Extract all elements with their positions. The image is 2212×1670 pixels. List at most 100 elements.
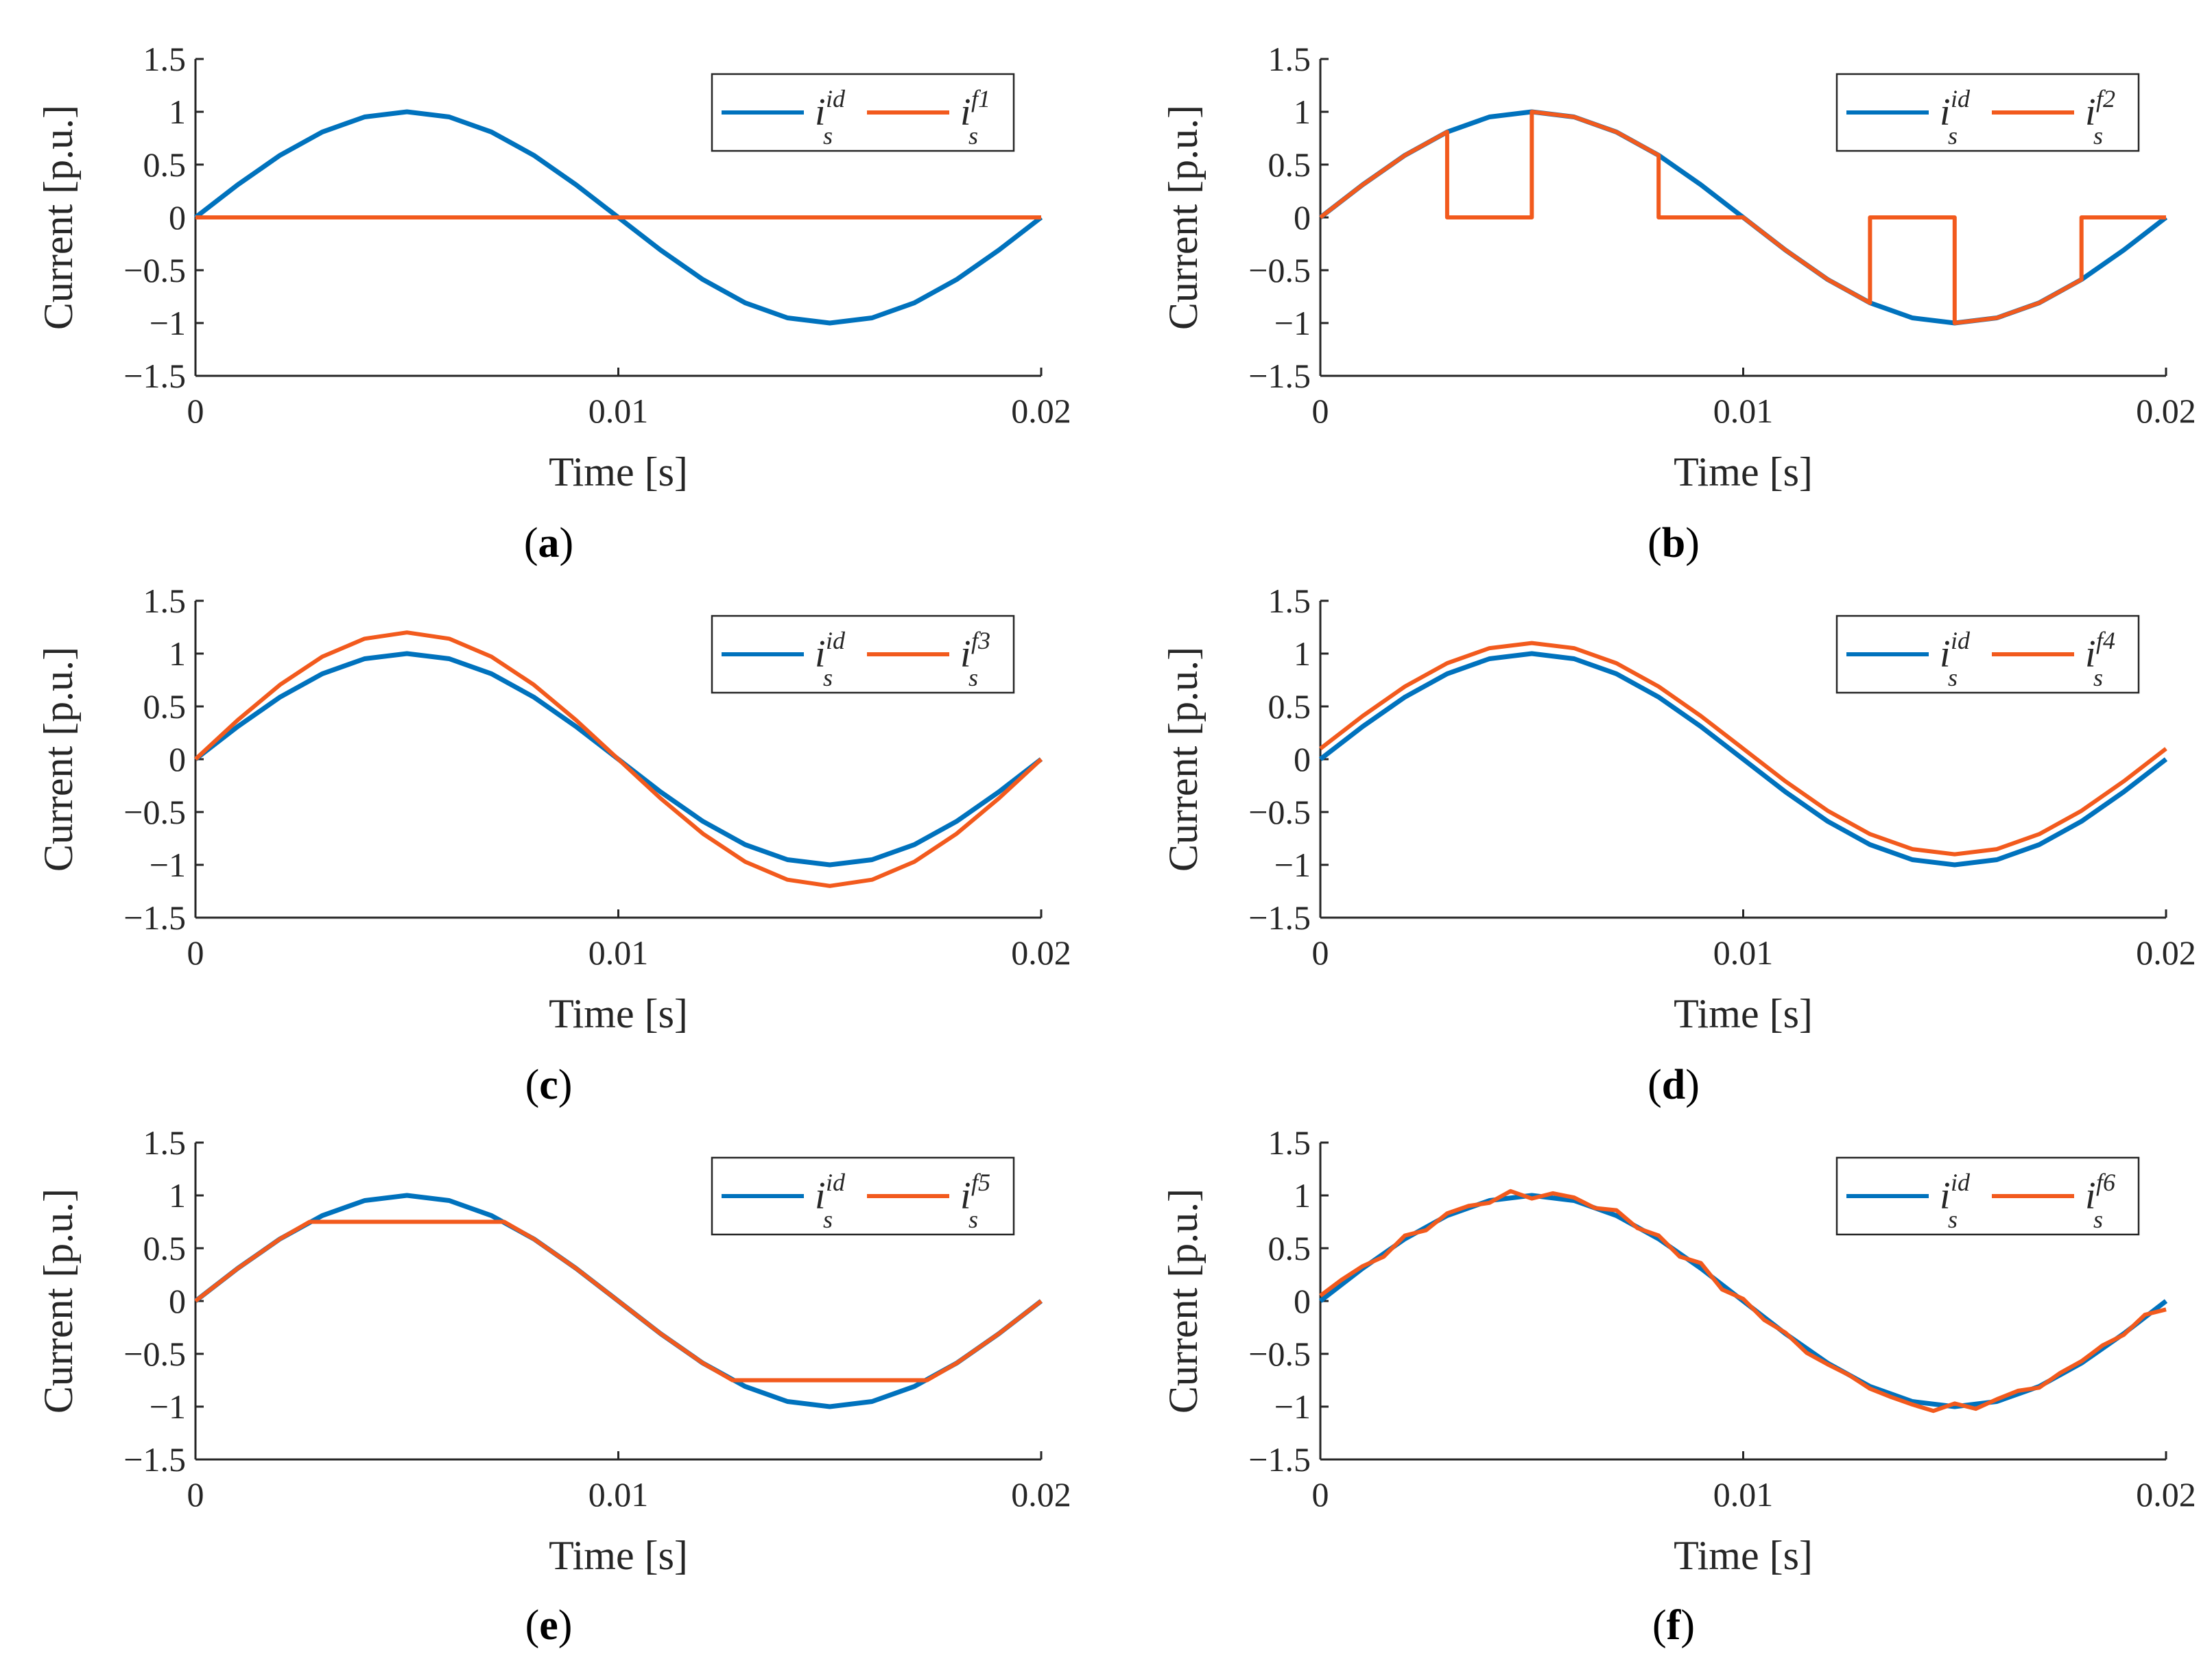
x-axis-label: Time [s]: [1674, 1533, 1813, 1578]
legend-entry-sup: f2: [2096, 85, 2115, 112]
panel-label-close: ): [1685, 520, 1700, 566]
legend-entry-sub: s: [2093, 1206, 2103, 1233]
panel-label-open: (: [525, 1062, 540, 1108]
legend-entry-sub: s: [968, 122, 978, 150]
y-axis-label: Current [p.u.]: [1161, 105, 1206, 330]
y-tick-label: −1: [150, 304, 186, 342]
panel-label: (c): [525, 1062, 573, 1108]
x-tick-label: 0.01: [588, 392, 649, 430]
legend-entry-sub: s: [2093, 664, 2103, 691]
series-line-f6: [1319, 1189, 2167, 1413]
x-tick-label: 0.02: [1011, 1475, 1071, 1514]
y-tick-label: 1.5: [1268, 1123, 1311, 1162]
y-tick-label: −1.5: [1248, 1440, 1311, 1479]
legend-entry-base: i: [1940, 91, 1951, 134]
legend-entry-sup: id: [826, 85, 846, 112]
y-tick-label: −0.5: [123, 251, 186, 289]
y-tick-label: 1.5: [143, 1123, 187, 1162]
y-tick-label: 1: [169, 634, 186, 673]
panel-label-close: ): [558, 1062, 573, 1108]
x-axis-label: Time [s]: [549, 1533, 688, 1578]
y-axis-label: Current [p.u.]: [36, 647, 81, 872]
series-line-id: [1318, 651, 2168, 868]
legend-entry-sub: s: [823, 1206, 833, 1233]
x-tick-label: 0.02: [2136, 933, 2196, 972]
panel-label-letter: f: [1667, 1602, 1682, 1649]
panel-label: (d): [1648, 1062, 1700, 1108]
y-tick-label: −1: [1274, 304, 1311, 342]
x-tick-label: 0.02: [1011, 392, 1071, 430]
panel-label-open: (: [1648, 1062, 1662, 1108]
x-tick-label: 0.01: [1713, 933, 1774, 972]
y-tick-label: −1.5: [123, 898, 186, 937]
x-tick-label: 0.01: [1713, 392, 1774, 430]
x-axis-label: Time [s]: [549, 449, 688, 494]
legend-entry-sup: f6: [2096, 1169, 2115, 1196]
legend-entry-base: i: [2085, 91, 2096, 134]
panel-label: (e): [525, 1602, 573, 1649]
legend-entry-base: i: [960, 91, 971, 134]
legend-entry-sub: s: [2093, 122, 2103, 150]
y-tick-label: 0.5: [1268, 145, 1311, 184]
legend-entry-sup: f5: [971, 1169, 990, 1196]
panel-label: (f): [1652, 1602, 1695, 1649]
x-axis-label: Time [s]: [549, 991, 688, 1036]
series-line-f4: [1319, 641, 2167, 857]
legend-entry-base: i: [2085, 633, 2096, 676]
legend-entry-sup: f3: [971, 627, 990, 654]
legend-entry-base: i: [1940, 633, 1951, 676]
legend-entry-sup: id: [1951, 1169, 1971, 1196]
y-tick-label: −1: [150, 846, 186, 884]
panel-label-open: (: [524, 520, 538, 566]
legend-entry-base: i: [815, 1175, 826, 1217]
y-tick-label: −0.5: [1248, 251, 1311, 289]
legend-entry-sup: id: [1951, 627, 1971, 654]
y-tick-label: 0: [169, 1282, 186, 1320]
series-line-f5: [194, 1219, 1043, 1383]
legend-entry-sub: s: [1948, 122, 1958, 150]
legend-entry-base: i: [815, 633, 826, 676]
x-tick-label: 0.01: [588, 1475, 649, 1514]
x-tick-label: 0.01: [588, 933, 649, 972]
y-tick-label: −0.5: [1248, 793, 1311, 831]
x-tick-label: 0: [187, 392, 204, 430]
panel-label-letter: c: [539, 1062, 558, 1108]
legend-entry-base: i: [2085, 1175, 2096, 1217]
panel-label-open: (: [525, 1602, 540, 1649]
x-tick-label: 0: [187, 933, 204, 972]
x-axis-label: Time [s]: [1674, 991, 1813, 1036]
y-tick-label: −0.5: [1248, 1335, 1311, 1373]
series-line-f2: [1319, 110, 2166, 325]
x-tick-label: 0: [1312, 933, 1329, 972]
series-line-f3: [193, 630, 1043, 888]
y-tick-label: 0: [1294, 198, 1311, 237]
y-tick-label: −1.5: [1248, 357, 1311, 395]
panel-label-letter: a: [538, 520, 560, 566]
y-tick-label: 1: [1294, 1176, 1311, 1215]
panel-label-close: ): [558, 1602, 573, 1649]
panel-label-close: ): [560, 520, 574, 566]
y-tick-label: −1: [150, 1387, 186, 1426]
y-tick-label: 0: [169, 740, 186, 778]
legend-entry-sup: f1: [971, 85, 990, 112]
y-tick-label: −1.5: [123, 357, 186, 395]
legend-entry-sup: f4: [2096, 627, 2115, 654]
panel-label-letter: d: [1662, 1062, 1685, 1108]
y-tick-label: −0.5: [123, 1335, 186, 1373]
y-tick-label: 1.5: [1268, 40, 1311, 78]
x-tick-label: 0.02: [2136, 392, 2196, 430]
y-tick-label: −1: [1274, 846, 1311, 884]
y-axis-label: Current [p.u.]: [36, 105, 81, 330]
legend-entry-base: i: [815, 91, 826, 134]
legend-entry-base: i: [960, 1175, 971, 1217]
